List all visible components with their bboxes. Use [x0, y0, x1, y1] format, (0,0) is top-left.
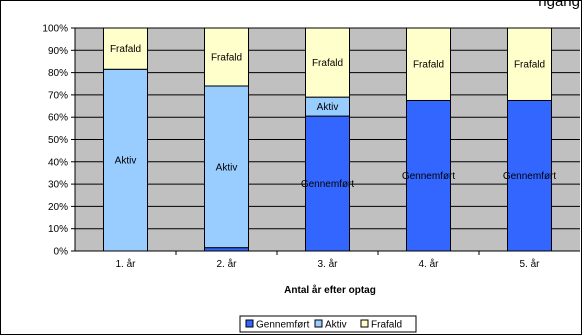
- segment-label: Frafald: [110, 44, 141, 55]
- bar-segment-aktiv-2: [204, 85, 249, 249]
- segment-label: Frafald: [211, 52, 242, 63]
- legend-label: Frafald: [371, 320, 402, 331]
- x-tick-label: 5. år: [519, 258, 540, 270]
- bar-segment-frafald-5: [507, 27, 552, 101]
- legend: Gennemført Aktiv Frafald: [239, 315, 417, 333]
- legend-swatch: [314, 319, 323, 328]
- segment-label: Aktiv: [317, 102, 339, 113]
- bar-segment-frafald-2: [204, 27, 249, 87]
- bar-segment-frafald-4: [406, 27, 451, 101]
- x-tick-label: 2. år: [216, 258, 237, 270]
- y-tick-label: 0%: [54, 247, 69, 258]
- legend-box: [239, 315, 417, 333]
- segment-label: Aktiv: [115, 156, 137, 167]
- y-tick-label: 20%: [48, 202, 68, 213]
- segment-label: Aktiv: [216, 162, 238, 173]
- y-tick-label: 60%: [48, 113, 68, 124]
- bars: [103, 27, 552, 252]
- y-tick-label: 40%: [48, 157, 68, 168]
- bar-segment-gennemfrt-3: [305, 115, 350, 252]
- bar-segment-gennemfrt-2: [204, 247, 249, 252]
- segment-labels: Aktiv Frafald Aktiv Frafald Gennemført Aktiv F…: [110, 44, 556, 190]
- x-axis-title: Antal år efter optag: [284, 284, 376, 296]
- bar-segment-frafald-1: [103, 27, 148, 70]
- x-tick-label: 1. år: [115, 258, 136, 270]
- bar-segment-gennemfrt-4: [406, 99, 451, 252]
- y-tick-label: 70%: [48, 90, 68, 101]
- axes: 0% 10% 20% 30% 40% 50% 60% 70% 80% 90% 100% 1. år 2.…: [42, 24, 580, 270]
- bar-segment-gennemfrt-5: [507, 99, 552, 252]
- y-tick-label: 30%: [48, 180, 68, 191]
- y-tick-label: 80%: [48, 68, 68, 79]
- y-tick-label: 90%: [48, 46, 68, 57]
- bar-segment-frafald-3: [305, 27, 350, 98]
- segment-label: Frafald: [413, 60, 444, 71]
- y-tick-label: 10%: [48, 224, 68, 235]
- legend-swatch: [360, 319, 369, 328]
- y-tick-label: 50%: [48, 135, 68, 146]
- x-tick-label: 4. år: [418, 258, 439, 270]
- x-tick-label: 3. år: [317, 258, 338, 270]
- legend-swatch: [245, 319, 254, 328]
- segment-label: Frafald: [514, 60, 545, 71]
- legend-label: Aktiv: [325, 320, 347, 331]
- segment-label: Gennemført: [402, 171, 456, 182]
- segment-label: Gennemført: [301, 179, 355, 190]
- chart-title-fragment: ngang: [538, 0, 580, 10]
- segment-label: Gennemført: [503, 171, 557, 182]
- y-tick-label: 100%: [42, 24, 68, 35]
- legend-label: Gennemført: [256, 320, 310, 331]
- segment-label: Frafald: [312, 58, 343, 69]
